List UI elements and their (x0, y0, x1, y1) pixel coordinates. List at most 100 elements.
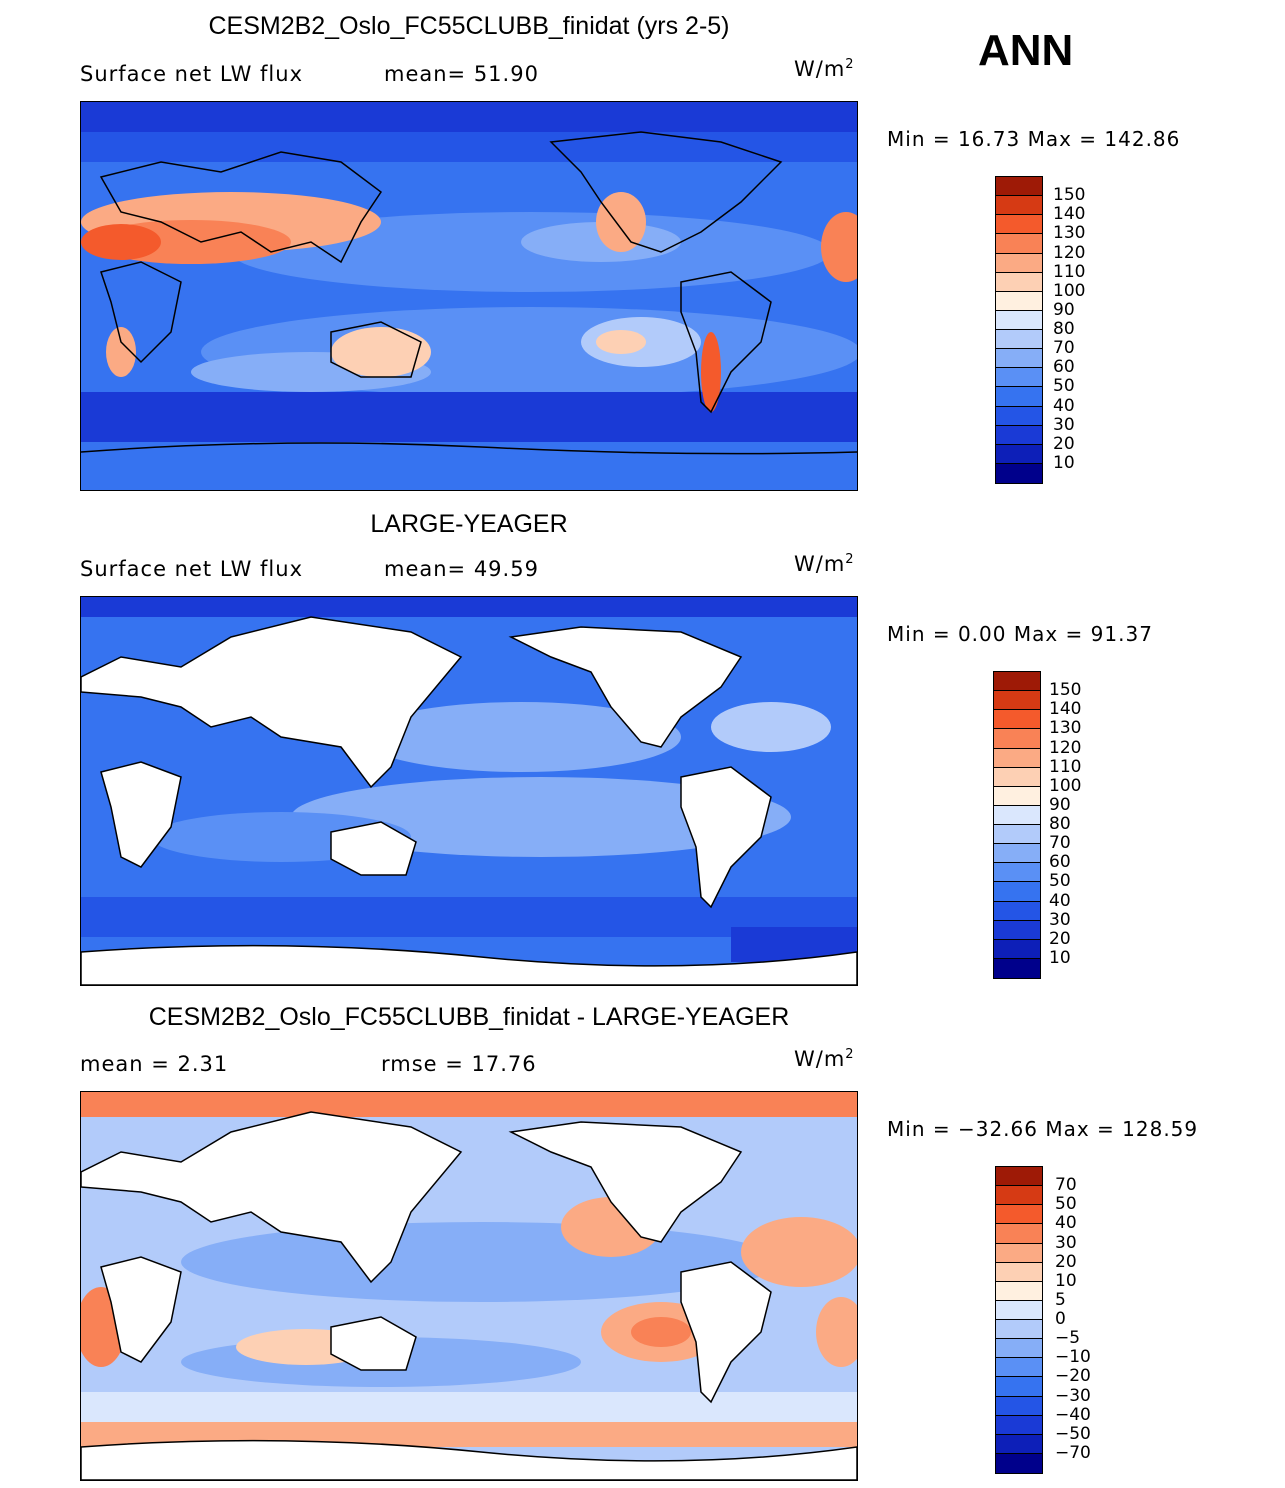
colorbar-cell (996, 1224, 1042, 1244)
panel-2-units: W/m2 (794, 552, 855, 576)
colorbar-label: 140 (1049, 699, 1082, 720)
colorbar-cell (996, 349, 1042, 369)
colorbar-label: 0 (1055, 1309, 1066, 1329)
colorbar-label: 50 (1053, 376, 1075, 397)
colorbar-cell (996, 387, 1042, 407)
colorbar-label: −5 (1055, 1328, 1081, 1349)
colorbar-cell (994, 863, 1040, 883)
colorbar-cell (994, 825, 1040, 845)
panel-2-map (80, 596, 858, 986)
panel-2-map-field (81, 597, 857, 985)
colorbar-label: 80 (1053, 319, 1075, 339)
colorbar-label: 10 (1055, 1270, 1077, 1291)
colorbar-cell (996, 196, 1042, 216)
colorbar-cell (994, 844, 1040, 864)
colorbar-label: 5 (1055, 1289, 1066, 1310)
colorbar-label: 100 (1053, 280, 1086, 301)
colorbar-cell (996, 1186, 1042, 1206)
panel-1-map (80, 101, 858, 491)
colorbar-cell (996, 1434, 1042, 1454)
colorbar-cell (996, 1167, 1042, 1187)
colorbar-cell (996, 272, 1042, 292)
panel-3-units: W/m2 (794, 1047, 855, 1071)
colorbar-label: 80 (1049, 814, 1071, 834)
colorbar-label: 60 (1049, 852, 1071, 873)
colorbar-label: 110 (1049, 756, 1082, 777)
colorbar-cell (996, 425, 1042, 445)
colorbar-label: 50 (1055, 1194, 1077, 1215)
colorbar-label: 10 (1053, 452, 1075, 473)
colorbar-label: 30 (1049, 909, 1071, 930)
panel-1-colorbar (995, 176, 1043, 484)
colorbar-label: 40 (1049, 890, 1071, 911)
colorbar-cell (996, 1281, 1042, 1301)
colorbar-label: 30 (1053, 414, 1075, 435)
panel-2-variable: Surface net LW flux (80, 557, 303, 581)
panel-2-minmax: Min = 0.00 Max = 91.37 (887, 622, 1153, 646)
colorbar-cell (996, 368, 1042, 388)
colorbar-label: 40 (1053, 395, 1075, 416)
colorbar-label: 70 (1049, 833, 1071, 854)
colorbar-cell (994, 710, 1040, 730)
colorbar-cell (996, 253, 1042, 273)
panel-1-minmax: Min = 16.73 Max = 142.86 (887, 127, 1181, 151)
colorbar-label: 70 (1055, 1175, 1077, 1196)
colorbar-cell (996, 1262, 1042, 1282)
colorbar-label: 10 (1049, 947, 1071, 968)
colorbar-cell (996, 1453, 1042, 1473)
panel-3-rmse: rmse = 17.76 (381, 1052, 537, 1076)
colorbar-label: 20 (1053, 433, 1075, 454)
colorbar-label: 130 (1053, 223, 1086, 244)
colorbar-label: 90 (1053, 299, 1075, 320)
panel-3-mean: mean = 2.31 (80, 1052, 229, 1076)
colorbar-cell (996, 444, 1042, 464)
colorbar-cell (994, 729, 1040, 749)
colorbar-label: 120 (1049, 737, 1082, 758)
colorbar-cell (996, 1300, 1042, 1320)
colorbar-cell (996, 1415, 1042, 1435)
panel-1-units: W/m2 (794, 57, 855, 81)
colorbar-cell (994, 786, 1040, 806)
panel-1-mean: mean= 51.90 (384, 62, 539, 86)
colorbar-cell (994, 920, 1040, 940)
colorbar-cell (996, 310, 1042, 330)
colorbar-cell (996, 234, 1042, 254)
panel-1-title: CESM2B2_Oslo_FC55CLUBB_finidat (yrs 2-5) (208, 12, 730, 40)
colorbar-label: −40 (1055, 1404, 1091, 1425)
colorbar-label: −20 (1055, 1366, 1091, 1387)
colorbar-cell (994, 672, 1040, 692)
panel-1-map-field (81, 102, 857, 490)
colorbar-label: 150 (1049, 680, 1082, 701)
colorbar-label: 40 (1055, 1213, 1077, 1234)
colorbar-label: 90 (1049, 794, 1071, 815)
colorbar-cell (994, 939, 1040, 959)
panel-3-minmax: Min = −32.66 Max = 128.59 (887, 1117, 1199, 1141)
colorbar-cell (996, 1205, 1042, 1225)
colorbar-cell (994, 805, 1040, 825)
colorbar-cell (994, 958, 1040, 978)
colorbar-cell (996, 330, 1042, 350)
colorbar-cell (996, 1377, 1042, 1397)
panel-3-map-field (81, 1092, 857, 1480)
colorbar-label: 120 (1053, 242, 1086, 263)
colorbar-label: 150 (1053, 185, 1086, 206)
panel-3-map (80, 1091, 858, 1481)
colorbar-cell (996, 291, 1042, 311)
colorbar-label: 20 (1049, 928, 1071, 949)
colorbar-label: 130 (1049, 718, 1082, 739)
colorbar-cell (996, 463, 1042, 483)
colorbar-cell (996, 1358, 1042, 1378)
panel-2-colorbar (993, 671, 1041, 979)
colorbar-label: 100 (1049, 775, 1082, 796)
colorbar-cell (996, 1320, 1042, 1340)
season-label: ANN (978, 26, 1074, 75)
colorbar-label: −70 (1055, 1442, 1091, 1463)
colorbar-label: 70 (1053, 338, 1075, 359)
colorbar-label: 140 (1053, 204, 1086, 225)
colorbar-label: 50 (1049, 871, 1071, 892)
colorbar-label: 30 (1055, 1232, 1077, 1253)
panel-3-title: CESM2B2_Oslo_FC55CLUBB_finidat - LARGE-Y… (148, 1003, 790, 1031)
colorbar-cell (994, 748, 1040, 768)
panel-2-mean: mean= 49.59 (384, 557, 539, 581)
colorbar-cell (996, 177, 1042, 197)
